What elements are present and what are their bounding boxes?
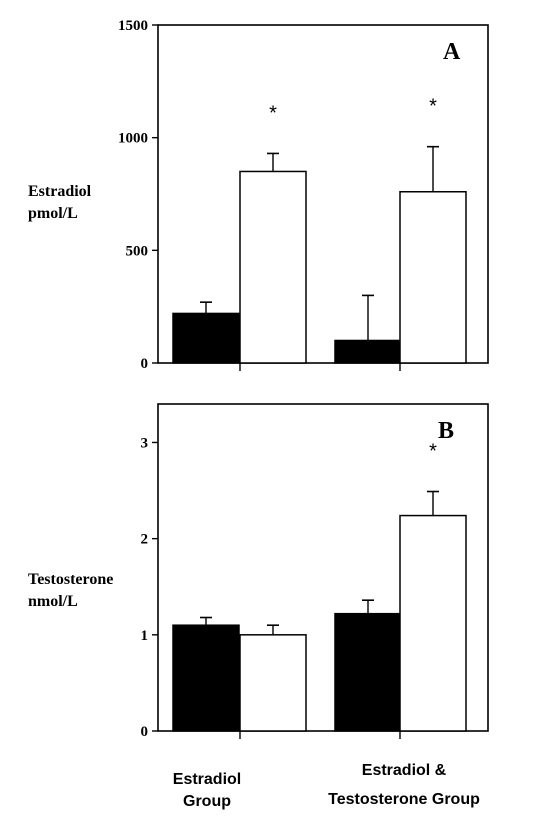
panel-a-ylabel-line2: pmol/L <box>28 205 78 222</box>
panel-b-ytick-label-0: 0 <box>141 724 149 740</box>
panel-a-ytick-label-2: 1000 <box>118 131 148 147</box>
panel-b-ytick-label-1: 1 <box>141 628 149 644</box>
panel-b-bar-white-0 <box>239 634 307 732</box>
panel-a-significance-star-0: * <box>269 102 277 124</box>
panel-a-ytick-label-3: 1500 <box>118 18 148 34</box>
panel-b-bar-white-1 <box>399 514 467 732</box>
panel-a-bar-white-0 <box>239 170 307 364</box>
panel-b-ylabel-line1: Testosterone <box>28 571 113 588</box>
panel-a-ylabel-line1: Estradiol <box>28 183 92 200</box>
panel-b-ytick-label-3: 3 <box>141 435 149 451</box>
category-label-2-line1: Estradiol & <box>362 762 447 779</box>
category-label-2-line2: Testosterone Group <box>328 791 480 808</box>
category-label-1-line1: Estradiol <box>173 771 241 788</box>
panel-b-label: B <box>438 418 454 444</box>
panel-b-ylabel-line2: nmol/L <box>28 593 78 610</box>
panel-a-bar-black-0 <box>172 312 240 364</box>
category-label-1-line2: Group <box>183 793 231 810</box>
panel-a-significance-star-1: * <box>429 96 437 118</box>
panel-b-bar-black-1 <box>334 612 402 732</box>
panel-b-bar-black-0 <box>172 624 240 732</box>
panel-b-significance-star-1: * <box>429 441 437 463</box>
panel-a-bar-black-1 <box>334 339 402 364</box>
panel-a-frame <box>157 24 489 364</box>
chart-marks: 0 500 1000 1500 * * 0 1 2 3 * <box>118 18 467 740</box>
panel-a-ytick-label-0: 0 <box>141 356 149 372</box>
panel-b-frame <box>157 403 489 732</box>
panel-b-ytick-label-2: 2 <box>141 532 149 548</box>
panel-a-label: A <box>443 39 461 65</box>
panel-a-bar-white-1 <box>399 190 467 364</box>
panel-a-ytick-label-1: 500 <box>126 243 149 259</box>
